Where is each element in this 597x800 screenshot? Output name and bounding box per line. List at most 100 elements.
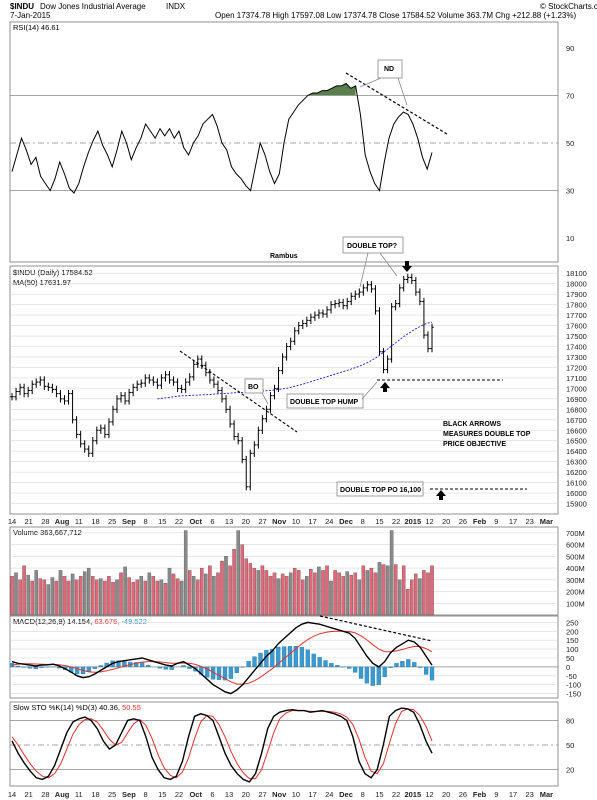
- macd-hist-bar-45: [276, 646, 281, 668]
- volume-bar-99: [410, 579, 414, 616]
- volume-label: Volume 363,667,712: [13, 528, 82, 537]
- volume-bar-60: [252, 567, 257, 616]
- x-label-1-8: 8: [144, 790, 148, 799]
- nd-text: ND: [384, 66, 394, 73]
- macd-hist-bar-25: [157, 666, 163, 669]
- volume-bar-6: [34, 570, 38, 616]
- volume-bar-89: [369, 567, 374, 616]
- volume-bar-65: [272, 572, 277, 616]
- volume-bar-58: [244, 558, 248, 616]
- x-label-0-15: 27: [258, 517, 266, 526]
- x-label-1-9: 15: [158, 790, 166, 799]
- x-label-1-23: 22: [392, 790, 400, 799]
- x-label-0-13: 13: [225, 517, 233, 526]
- macd-hist-bar-41: [252, 656, 257, 668]
- macd-hist-bar-38: [234, 666, 239, 674]
- index-name: Dow Jones Industrial Average: [40, 2, 146, 11]
- x-label-1-25: 12: [425, 790, 433, 799]
- rsi-panel: [9, 21, 559, 263]
- x-label-1-3: Aug: [55, 790, 70, 799]
- volume-bar-102: [422, 570, 426, 616]
- x-label-0-20: Dec: [339, 517, 353, 526]
- quote-line: Open 17374.78 High 17597.08 Low 17374.78…: [215, 11, 576, 20]
- x-label-0-17: 10: [292, 517, 300, 526]
- volume-bar-59: [248, 563, 253, 616]
- volume-bar-10: [50, 577, 55, 616]
- volume-tick-5: 600M: [566, 541, 585, 550]
- volume-bar-92: [381, 564, 386, 616]
- x-label-0-19: 24: [325, 517, 333, 526]
- price-tick-13: 17200: [566, 363, 587, 372]
- volume-bar-48: [204, 573, 208, 616]
- x-label-1-18: 17: [308, 790, 316, 799]
- volume-tick-2: 300M: [566, 576, 585, 585]
- macd-hist-bar-44: [270, 648, 275, 668]
- x-label-0-22: 15: [375, 517, 383, 526]
- x-label-1-26: 20: [442, 790, 450, 799]
- nd-pointer-2: [397, 77, 408, 106]
- x-label-1-6: 25: [108, 790, 116, 799]
- macd-hist-bar-69: [418, 666, 423, 668]
- price-tick-3: 16200: [566, 468, 587, 477]
- volume-bar-8: [42, 579, 47, 616]
- downtrend-line: [179, 350, 298, 433]
- volume-bar-21: [95, 579, 99, 616]
- volume-bar-52: [220, 560, 224, 616]
- x-label-1-15: 27: [258, 790, 266, 799]
- volume-bar-24: [107, 576, 111, 616]
- volume-bar-100: [414, 573, 418, 616]
- x-label-0-31: 23: [526, 517, 534, 526]
- stoch-k-line: [11, 707, 433, 783]
- price-label: $INDU (Daily) 17584.52: [13, 268, 93, 277]
- volume-bar-72: [301, 579, 305, 616]
- stoch-tick-2: 80: [566, 716, 574, 725]
- hump-text: DOUBLE TOP HUMP: [290, 399, 359, 406]
- volume-bar-39: [167, 567, 172, 616]
- axis-layer: 14 21 28 Aug 11 18 25 Sep 8 15 22 Oct 6 13 20 27 Nov 10 17…: [8, 517, 553, 799]
- price-tick-14: 17300: [566, 353, 587, 362]
- macd-hist-bar-60: [364, 666, 370, 684]
- volume-bar-26: [115, 579, 119, 616]
- macd-hist-bar-30: [187, 666, 192, 669]
- macd-hist-bar-4: [33, 666, 38, 670]
- macd-hist-bar-37: [228, 666, 234, 679]
- macd-signal-label: 63.676,: [94, 617, 119, 626]
- po-box: [336, 481, 424, 497]
- volume-bar-30: [131, 581, 135, 616]
- macd-trendline: [319, 615, 433, 642]
- macd-hist-bar-52: [317, 657, 322, 668]
- price-tick-4: 16300: [566, 458, 587, 467]
- volume-bar-50: [212, 576, 216, 616]
- macd-hist-bar-15: [98, 665, 103, 668]
- macd-hist-bar-18: [116, 660, 121, 668]
- x-label-1-30: 17: [509, 790, 517, 799]
- x-label-0-27: 26: [459, 517, 467, 526]
- volume-bar-29: [127, 577, 131, 616]
- price-tick-22: 18100: [566, 269, 587, 278]
- price-tick-1: 16000: [566, 489, 587, 498]
- volume-bar-49: [208, 565, 212, 616]
- rsi-overbought-fill: [307, 83, 356, 96]
- x-label-1-22: 15: [375, 790, 383, 799]
- volume-bar-62: [260, 565, 265, 616]
- price-tick-20: 17900: [566, 290, 587, 299]
- volume-bar-63: [264, 570, 269, 616]
- po-text: DOUBLE TOP PO 16,100: [340, 487, 421, 494]
- hump-pointer: [361, 381, 378, 400]
- hump-box: [286, 393, 364, 409]
- volume-bar-51: [216, 572, 220, 616]
- volume-bar-91: [377, 562, 382, 616]
- copyright: © StockCharts.com: [540, 2, 597, 11]
- volume-bar-36: [155, 580, 160, 616]
- price-tick-10: 16900: [566, 395, 587, 404]
- black-arrows-line3: PRICE OBJECTIVE: [443, 441, 506, 448]
- volume-bar-97: [401, 565, 406, 616]
- macd-hist-bar-1: [15, 665, 21, 668]
- x-label-0-16: Nov: [272, 517, 287, 526]
- x-label-1-4: 11: [75, 790, 83, 799]
- volume-bar-38: [163, 583, 168, 616]
- volume-bar-96: [397, 579, 402, 616]
- x-label-0-2: 28: [41, 517, 49, 526]
- macd-hist-bar-33: [205, 666, 210, 678]
- price-tick-19: 17800: [566, 301, 587, 310]
